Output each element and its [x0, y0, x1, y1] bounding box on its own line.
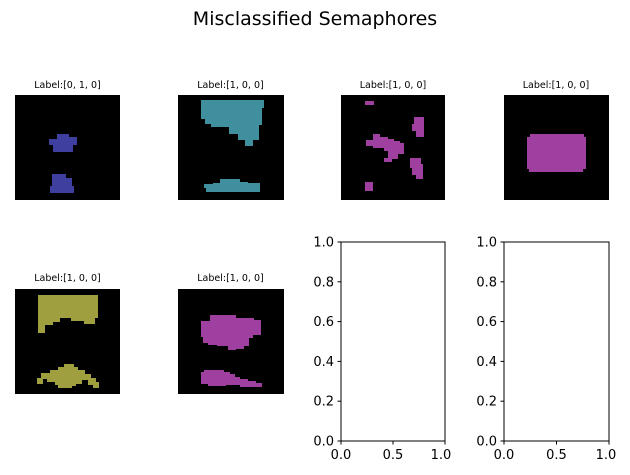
panel-1-title: Label:[0, 1, 0] [34, 80, 100, 91]
panel-3-shape [365, 101, 424, 191]
panel-4-title: Label:[1, 0, 0] [523, 80, 589, 91]
image-panel-5: Label:[1, 0, 0] [15, 273, 120, 394]
figure-title: Misclassified Semaphores [193, 8, 437, 30]
panel-8-ytick-label: 0.6 [476, 315, 497, 330]
panel-7-xtick-label: 1.0 [431, 448, 452, 463]
panel-8-ytick-label: 0.4 [476, 355, 497, 370]
panel-8-ytick-label: 0.2 [476, 395, 497, 410]
panel-8-y-ticks [500, 241, 504, 442]
panel-7-x-ticks [340, 441, 446, 445]
panel-8-ytick-label: 0.8 [476, 275, 497, 290]
panel-8-x-ticks [503, 441, 610, 445]
panel-3-title: Label:[1, 0, 0] [360, 80, 426, 91]
panel-8-frame [503, 241, 610, 442]
panel-2-title: Label:[1, 0, 0] [197, 80, 263, 91]
image-panel-2: Label:[1, 0, 0] [178, 80, 284, 200]
panel-6-title: Label:[1, 0, 0] [197, 273, 263, 284]
panel-7-xtick-label: 0.5 [383, 448, 404, 463]
panel-7-frame [340, 241, 446, 442]
panel-8-xtick-label: 0.0 [494, 448, 515, 463]
panel-8-ytick-label: 0.0 [476, 435, 497, 450]
panel-7-ytick-label: 0.8 [313, 275, 334, 290]
panel-7-y-ticks [337, 241, 341, 442]
panel-8-ytick-label: 1.0 [476, 236, 497, 251]
panel-1-shape [49, 134, 77, 193]
panel-7-ytick-label: 0.0 [313, 435, 334, 450]
panel-2-shape [201, 100, 264, 192]
empty-axes-8: 0.0 0.2 0.4 0.6 0.8 1.0 0.0 0.5 1.0 [476, 236, 616, 464]
panel-7-xtick-label: 0.0 [331, 448, 352, 463]
panel-7-ytick-label: 0.2 [313, 395, 334, 410]
panel-8-xtick-label: 0.5 [546, 448, 567, 463]
panel-7-ytick-label: 1.0 [313, 236, 334, 251]
image-panel-1: Label:[0, 1, 0] [15, 80, 120, 200]
image-panel-6: Label:[1, 0, 0] [178, 273, 284, 394]
panel-6-shape [201, 315, 262, 387]
panel-8-xtick-label: 1.0 [596, 448, 617, 463]
empty-axes-7: 0.0 0.2 0.4 0.6 0.8 1.0 0.0 0.5 1.0 [313, 236, 451, 464]
panel-5-title: Label:[1, 0, 0] [34, 273, 100, 284]
panel-7-ytick-label: 0.4 [313, 355, 334, 370]
panel-5-shape [37, 295, 99, 388]
panel-7-ytick-label: 0.6 [313, 315, 334, 330]
image-panel-4: Label:[1, 0, 0] [504, 80, 609, 200]
panel-4-shape [527, 134, 586, 172]
image-panel-3: Label:[1, 0, 0] [341, 80, 445, 200]
